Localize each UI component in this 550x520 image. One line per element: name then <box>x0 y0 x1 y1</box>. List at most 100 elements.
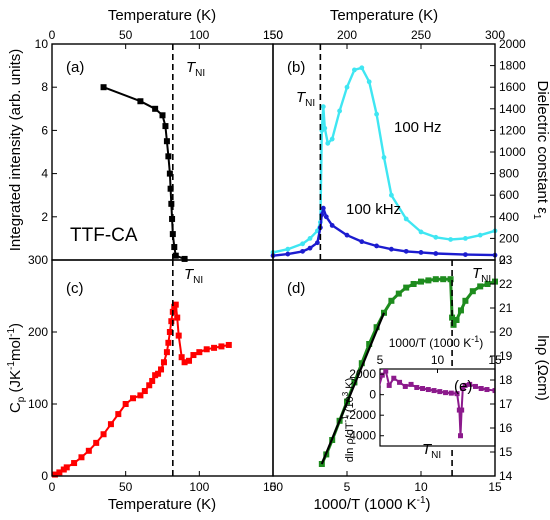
y-tick-label-c-2: 200 <box>28 325 48 339</box>
data-point-c-22 <box>165 339 172 346</box>
left-top-y-axis-label: Integrated intensity (arb. units) <box>7 49 24 252</box>
data-point-d-10 <box>388 297 395 304</box>
freq-label-100hz: 100 Hz <box>394 119 442 136</box>
data-point-b-1-7 <box>320 205 326 211</box>
data-point-c-33 <box>190 352 197 359</box>
data-point-c-10 <box>115 411 122 418</box>
bottom-right-x-axis-label-close: ) <box>426 496 431 513</box>
data-point-c-21 <box>163 349 170 356</box>
y-tick-label-d-9: 23 <box>499 253 513 267</box>
data-point-b-0-7 <box>320 104 326 110</box>
data-point-c-8 <box>100 431 107 438</box>
data-point-b-1-14 <box>403 248 409 254</box>
data-point-e-12 <box>420 386 426 392</box>
data-point-e-9 <box>402 383 408 389</box>
data-point-e-13 <box>425 387 431 393</box>
tni-label-b: TNI <box>296 89 315 109</box>
data-point-e-7 <box>391 375 397 381</box>
data-point-c-31 <box>181 359 188 366</box>
data-point-e-24 <box>467 381 473 387</box>
tni-label-a: TNI <box>186 59 205 79</box>
inset-y-exp3: 3 <box>341 391 350 396</box>
y-tick-label-a-1: 4 <box>41 167 48 181</box>
data-point-e-26 <box>478 386 484 392</box>
data-point-c-16 <box>149 377 156 384</box>
y-tick-label-c-3: 300 <box>28 253 48 267</box>
data-point-b-1-8 <box>323 214 329 220</box>
data-point-c-14 <box>141 388 148 395</box>
data-point-c-12 <box>130 395 137 402</box>
inset-x-axis-label: 1000/T (1000 K-1) <box>389 334 484 350</box>
data-point-b-0-1 <box>285 246 291 252</box>
data-point-a-5 <box>163 138 170 145</box>
data-point-b-0-15 <box>366 79 372 85</box>
x-tick-label-d-0: 0 <box>270 480 277 494</box>
data-point-c-34 <box>196 349 203 356</box>
panel-letter-d: (d) <box>287 280 305 297</box>
data-point-c-13 <box>137 392 144 399</box>
x-tick-label-c-1: 50 <box>119 480 133 494</box>
inset-y-exp1: -1 <box>341 415 350 423</box>
tni-e-sub: NI <box>431 450 441 461</box>
data-point-a-4 <box>162 123 169 130</box>
data-point-b-1-10 <box>344 232 350 238</box>
data-point-a-7 <box>166 170 173 177</box>
data-point-b-0-21 <box>433 234 439 240</box>
data-point-d-26 <box>484 281 491 287</box>
x-tick-label-a-1: 50 <box>119 28 133 42</box>
y-tick-label-d-4: 18 <box>499 373 513 387</box>
data-point-c-23 <box>166 329 173 335</box>
data-point-d-11 <box>395 290 402 297</box>
tni-c-sub: NI <box>193 275 203 286</box>
data-point-b-0-14 <box>359 65 365 71</box>
series-line-d-fit <box>320 312 386 465</box>
data-point-c-6 <box>85 447 92 454</box>
data-point-d-14 <box>418 278 424 285</box>
x-tick-label-b-2: 250 <box>411 28 431 42</box>
data-point-e-20 <box>458 433 463 439</box>
labels: Temperature (K) Temperature (K) Temperat… <box>6 7 550 513</box>
data-point-b-0-12 <box>344 84 350 90</box>
data-point-c-0 <box>51 471 58 478</box>
data-point-e-4 <box>380 372 385 378</box>
data-point-e-6 <box>386 382 392 388</box>
panel-letter-a: (a) <box>66 59 84 76</box>
x-tick-label-d-1: 5 <box>344 480 351 494</box>
data-point-c-7 <box>93 439 100 446</box>
top-right-x-axis-label: Temperature (K) <box>330 7 438 24</box>
y-tick-label-e-2: 0 <box>369 388 376 402</box>
eps-sub: 1 <box>531 214 542 220</box>
tni-label-e: TNI <box>422 441 441 461</box>
data-point-b-1-16 <box>433 251 439 256</box>
data-point-a-9 <box>168 200 175 207</box>
data-point-d-20 <box>450 321 457 328</box>
data-point-c-37 <box>218 343 225 350</box>
panel-e-inset <box>379 368 496 447</box>
tni-d-main: T <box>472 265 483 282</box>
data-point-e-15 <box>437 389 443 395</box>
data-point-b-0-2 <box>300 241 305 247</box>
data-point-c-11 <box>122 401 129 407</box>
x-tick-label-d-2: 10 <box>414 480 428 494</box>
cp-exp2: -1 <box>6 328 17 337</box>
data-point-b-0-8 <box>322 125 328 131</box>
tni-c-main: T <box>184 266 195 283</box>
y-tick-label-a-0: 2 <box>41 210 48 224</box>
data-point-a-14 <box>181 255 188 262</box>
inset-plot-area <box>380 369 495 439</box>
data-point-e-21 <box>459 407 465 413</box>
tni-e-main: T <box>422 441 433 458</box>
data-point-b-0-10 <box>329 136 335 142</box>
frame-bottom-right <box>272 259 496 477</box>
x-tick-label-e-0: 5 <box>377 353 384 367</box>
data-point-c-19 <box>158 366 165 373</box>
y-tick-label-b-6: 1200 <box>499 123 526 137</box>
data-point-d-19 <box>449 314 456 321</box>
data-point-e-22 <box>460 386 466 392</box>
y-tick-label-b-8: 1600 <box>499 80 526 94</box>
data-point-d-15 <box>425 277 432 284</box>
data-point-c-4 <box>71 460 78 467</box>
data-point-c-15 <box>146 382 153 389</box>
panel-b <box>270 44 498 260</box>
